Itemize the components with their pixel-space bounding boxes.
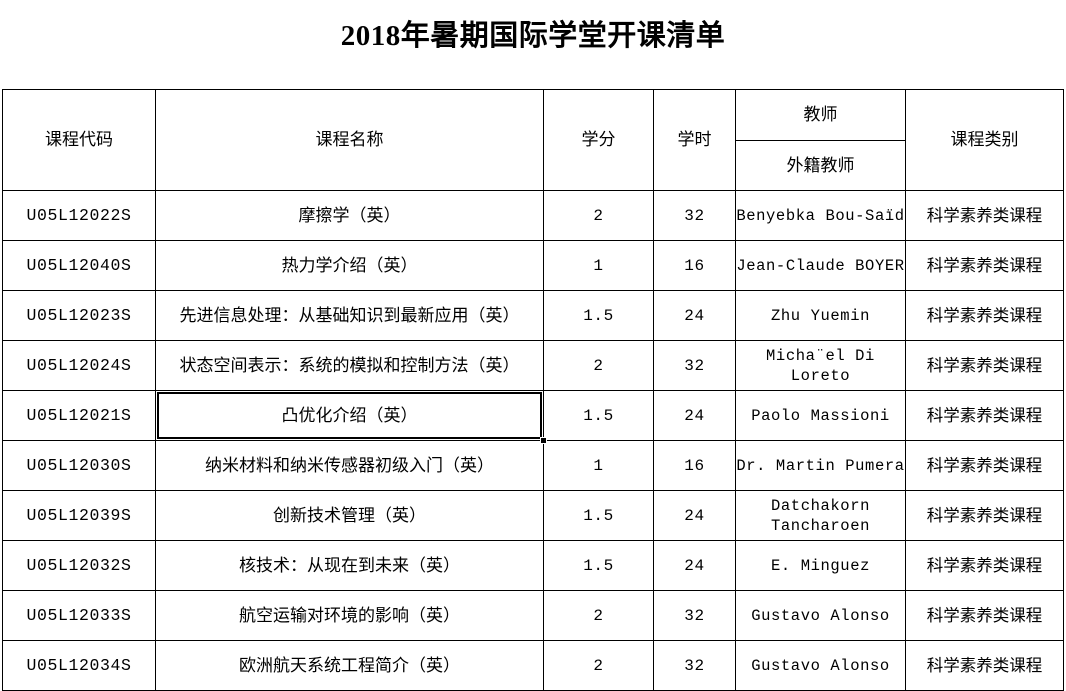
column-header-hours[interactable]: 学时: [653, 89, 736, 191]
cell-teacher[interactable]: Gustavo Alonso: [735, 590, 906, 641]
cell-credits[interactable]: 2: [543, 340, 654, 391]
cell-category[interactable]: 科学素养类课程: [905, 540, 1064, 591]
cell-hours[interactable]: 24: [653, 540, 736, 591]
cell-hours[interactable]: 16: [653, 240, 736, 291]
cell-course-name[interactable]: 状态空间表示：系统的模拟和控制方法（英）: [155, 340, 544, 391]
cell-course-name[interactable]: 创新技术管理（英）: [155, 490, 544, 541]
table-header-row: 课程代码 课程名称 学分 学时 教师 外籍教师: [2, 89, 1064, 191]
cell-credits[interactable]: 2: [543, 640, 654, 691]
table-row[interactable]: U05L12034S 欧洲航天系统工程简介（英） 2 32 Gustavo Alonso…: [2, 640, 1064, 691]
cell-credits[interactable]: 1: [543, 240, 654, 291]
course-list-table: 课程代码 课程名称 学分 学时 教师 外籍教师: [2, 89, 1064, 691]
cell-course-name[interactable]: 欧洲航天系统工程简介（英）: [155, 640, 544, 691]
cell-course-code[interactable]: U05L12032S: [2, 540, 156, 591]
cell-teacher[interactable]: Dr. Martin Pumera: [735, 440, 906, 491]
column-header-name[interactable]: 课程名称: [155, 89, 544, 191]
column-header-teacher[interactable]: 教师 外籍教师: [735, 89, 906, 191]
cell-credits[interactable]: 2: [543, 190, 654, 241]
cell-credits[interactable]: 2: [543, 590, 654, 641]
cell-category[interactable]: 科学素养类课程: [905, 290, 1064, 341]
column-header-category[interactable]: 课程类别: [905, 89, 1064, 191]
active-cell[interactable]: 凸优化介绍（英）: [155, 390, 547, 444]
table-row[interactable]: U05L12030S 纳米材料和纳米传感器初级入门（英） 1 16 Dr. Martin…: [2, 440, 1064, 491]
cell-credits[interactable]: 1.5: [543, 540, 654, 591]
column-header-code[interactable]: 课程代码: [2, 89, 156, 191]
cell-hours[interactable]: 32: [653, 590, 736, 641]
cell-course-name[interactable]: 先进信息处理：从基础知识到最新应用（英）: [155, 290, 544, 341]
cell-hours[interactable]: 32: [653, 640, 736, 691]
cell-credits[interactable]: 1.5: [543, 390, 654, 441]
cell-teacher[interactable]: Micha¨el Di Loreto: [735, 340, 906, 391]
cell-course-code[interactable]: U05L12039S: [2, 490, 156, 541]
cell-course-name[interactable]: 核技术：从现在到未来（英）: [155, 540, 544, 591]
cell-category[interactable]: 科学素养类课程: [905, 340, 1064, 391]
cell-course-code[interactable]: U05L12021S: [2, 390, 156, 441]
cell-credits[interactable]: 1.5: [543, 490, 654, 541]
cell-category[interactable]: 科学素养类课程: [905, 190, 1064, 241]
cell-teacher[interactable]: Jean-Claude BOYER: [735, 240, 906, 291]
table-row[interactable]: U05L12033S 航空运输对环境的影响（英） 2 32 Gustavo Alonso…: [2, 590, 1064, 641]
page-title: 2018年暑期国际学堂开课清单: [340, 20, 726, 52]
cell-credits[interactable]: 1.5: [543, 290, 654, 341]
table-row[interactable]: U05L12023S 先进信息处理：从基础知识到最新应用（英） 1.5 24 Zhu Y…: [2, 290, 1064, 341]
cell-course-code[interactable]: U05L12024S: [2, 340, 156, 391]
cell-course-name[interactable]: 航空运输对环境的影响（英）: [155, 590, 544, 641]
fill-handle[interactable]: [540, 437, 547, 444]
cell-hours[interactable]: 32: [653, 340, 736, 391]
table-row[interactable]: U05L12021S 凸优化介绍（英） 1.5 24 Paolo Massioni 科学素…: [2, 390, 1064, 444]
cell-teacher[interactable]: Zhu Yuemin: [735, 290, 906, 341]
table-row[interactable]: U05L12022S 摩擦学（英） 2 32 Benyebka Bou-Saïd 科学素养…: [2, 190, 1064, 241]
cell-course-name[interactable]: 纳米材料和纳米传感器初级入门（英）: [155, 440, 544, 491]
cell-hours[interactable]: 24: [653, 490, 736, 541]
cell-course-code[interactable]: U05L12023S: [2, 290, 156, 341]
cell-course-code[interactable]: U05L12033S: [2, 590, 156, 641]
cell-teacher[interactable]: E. Minguez: [735, 540, 906, 591]
table-row[interactable]: U05L12032S 核技术：从现在到未来（英） 1.5 24 E. Minguez 科学…: [2, 540, 1064, 591]
column-header-teacher-group: 教师: [736, 90, 905, 141]
cell-credits[interactable]: 1: [543, 440, 654, 491]
cell-course-name[interactable]: 摩擦学（英）: [155, 190, 544, 241]
cell-course-code[interactable]: U05L12034S: [2, 640, 156, 691]
cell-category[interactable]: 科学素养类课程: [905, 240, 1064, 291]
cell-course-code[interactable]: U05L12022S: [2, 190, 156, 241]
cell-teacher[interactable]: Gustavo Alonso: [735, 640, 906, 691]
cell-teacher[interactable]: Benyebka Bou-Saïd: [735, 190, 906, 241]
column-header-teacher-sub: 外籍教师: [736, 140, 905, 190]
cell-category[interactable]: 科学素养类课程: [905, 490, 1064, 541]
cell-hours[interactable]: 24: [653, 390, 736, 441]
cell-course-name[interactable]: 热力学介绍（英）: [155, 240, 544, 291]
table-row[interactable]: U05L12039S 创新技术管理（英） 1.5 24 Datchakorn Tanch…: [2, 490, 1064, 541]
cell-category[interactable]: 科学素养类课程: [905, 440, 1064, 491]
cell-hours[interactable]: 16: [653, 440, 736, 491]
table-row[interactable]: U05L12024S 状态空间表示：系统的模拟和控制方法（英） 2 32 Micha¨e…: [2, 340, 1064, 391]
teacher-header-split: 教师 外籍教师: [736, 90, 905, 190]
cell-category[interactable]: 科学素养类课程: [905, 590, 1064, 641]
cell-category[interactable]: 科学素养类课程: [905, 390, 1064, 441]
cell-hours[interactable]: 32: [653, 190, 736, 241]
cell-course-code[interactable]: U05L12030S: [2, 440, 156, 491]
cell-hours[interactable]: 24: [653, 290, 736, 341]
cell-teacher[interactable]: Datchakorn Tancharoen: [735, 490, 906, 541]
column-header-credits[interactable]: 学分: [543, 89, 654, 191]
cell-course-code[interactable]: U05L12040S: [2, 240, 156, 291]
cell-teacher[interactable]: Paolo Massioni: [735, 390, 906, 441]
table-row[interactable]: U05L12040S 热力学介绍（英） 1 16 Jean-Claude BOYER 科学…: [2, 240, 1064, 291]
cell-category[interactable]: 科学素养类课程: [905, 640, 1064, 691]
